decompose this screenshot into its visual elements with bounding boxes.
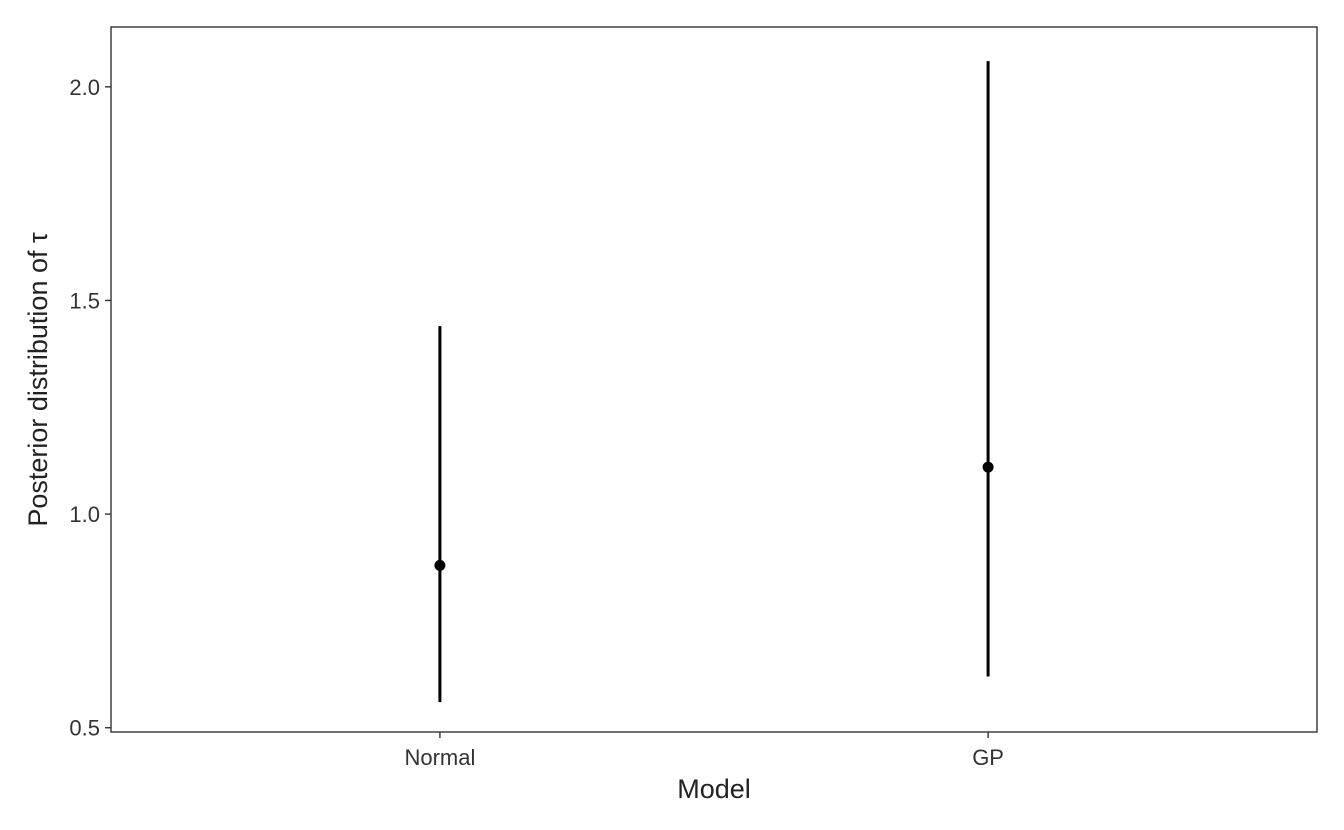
x-axis-title: Model [677,774,751,804]
point-estimate [982,461,994,473]
point-estimate [434,559,446,571]
y-tick-label: 2.0 [69,75,100,100]
panel-border [110,26,1318,733]
y-tick-label: 1.0 [69,502,100,527]
x-axis-ticks: Normal GP [404,732,1004,770]
x-tick-label: GP [972,745,1004,770]
y-tick-label: 1.5 [69,288,100,313]
y-axis-ticks: 0.5 1.0 1.5 2.0 [69,75,111,741]
chart-marks [434,61,994,703]
x-tick-label: Normal [404,745,475,770]
y-axis-title: Posterior distribution of τ [23,232,53,527]
y-tick-label: 0.5 [69,716,100,741]
